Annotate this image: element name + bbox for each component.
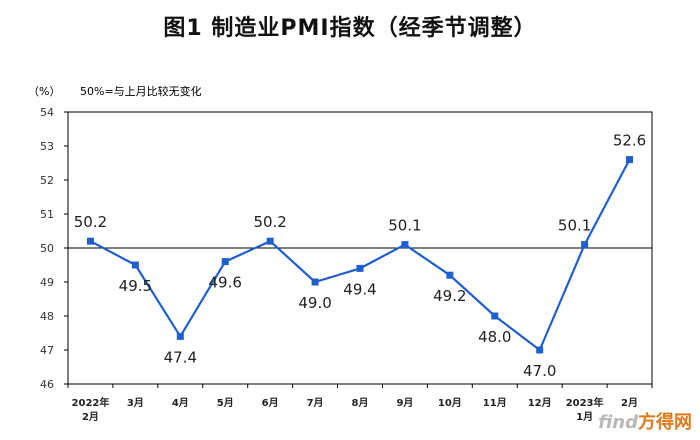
x-tick-label: 4月 (172, 397, 189, 409)
axes (67, 111, 653, 385)
x-tick-label: 2022年 (72, 396, 110, 409)
data-label: 50.2 (74, 213, 107, 231)
watermark-logo: find方得网 (598, 408, 692, 434)
y-unit-label: （%） (28, 85, 60, 98)
reference-note: 50%=与上月比较无变化 (80, 84, 202, 98)
y-tick-label: 48 (40, 310, 54, 323)
x-tick-label: 2月 (621, 397, 638, 409)
data-label: 50.1 (388, 217, 421, 235)
data-point (446, 271, 454, 279)
series (89, 159, 631, 352)
data-point (581, 241, 589, 249)
data-point (86, 237, 94, 245)
x-tick-label: 6月 (262, 397, 279, 409)
x-tick-label: 7月 (307, 397, 324, 409)
series-line-pmi (89, 159, 631, 352)
x-tick-label: 5月 (217, 397, 234, 409)
data-point (356, 264, 364, 272)
y-tick-label: 54 (40, 106, 54, 119)
data-point (491, 312, 499, 320)
data-label: 52.6 (613, 132, 646, 150)
data-points (86, 156, 634, 354)
x-tick-label: 3月 (127, 397, 144, 409)
chart-title: 图1 制造业PMI指数（经季节调整） (163, 16, 537, 41)
data-labels: 50.2 49.5 47.4 49.6 50.2 49.0 49.4 50.1 49.2 48.0… (74, 132, 646, 380)
y-tick-label: 53 (40, 140, 54, 153)
y-tick-label: 50 (40, 242, 54, 255)
x-tick-label: 1月 (576, 411, 593, 423)
data-point (536, 346, 544, 354)
x-tick-label: 2023年 (566, 396, 604, 409)
data-label: 49.5 (119, 277, 152, 295)
data-label: 48.0 (478, 328, 511, 346)
data-label: 49.4 (343, 280, 376, 298)
watermark-suffix: 方得网 (638, 412, 692, 433)
x-tick-label: 8月 (352, 397, 369, 409)
y-tick-label: 52 (40, 174, 54, 187)
data-label: 47.4 (164, 348, 197, 366)
data-label: 47.0 (523, 362, 556, 380)
data-point (221, 258, 229, 266)
data-label: 50.1 (558, 217, 591, 235)
data-label: 50.2 (253, 213, 286, 231)
data-point (266, 237, 274, 245)
x-tick-label: 10月 (438, 397, 462, 409)
y-tick-label: 51 (40, 208, 54, 221)
data-label: 49.0 (298, 294, 331, 312)
x-tick-label: 11月 (483, 397, 507, 409)
y-tick-label: 46 (40, 378, 54, 391)
y-ticks: 46 47 48 49 50 51 52 53 54 (40, 106, 68, 391)
data-label: 49.6 (209, 274, 242, 292)
data-point (131, 261, 139, 269)
data-label: 49.2 (433, 287, 466, 305)
data-point (626, 156, 634, 164)
y-tick-label: 47 (40, 344, 54, 357)
watermark-brand: find (598, 412, 638, 433)
x-tick-label: 2月 (82, 411, 99, 423)
data-point (311, 278, 319, 286)
x-tick-label: 12月 (528, 397, 552, 409)
y-tick-label: 49 (40, 276, 54, 289)
x-ticks: 2022年 2月 3月 4月 5月 6月 7月 8月 9月 10月 11月 12月 2023年 1月 2月 (67, 384, 653, 423)
x-tick-label: 9月 (396, 397, 413, 409)
data-point (176, 332, 184, 340)
data-point (401, 241, 409, 249)
